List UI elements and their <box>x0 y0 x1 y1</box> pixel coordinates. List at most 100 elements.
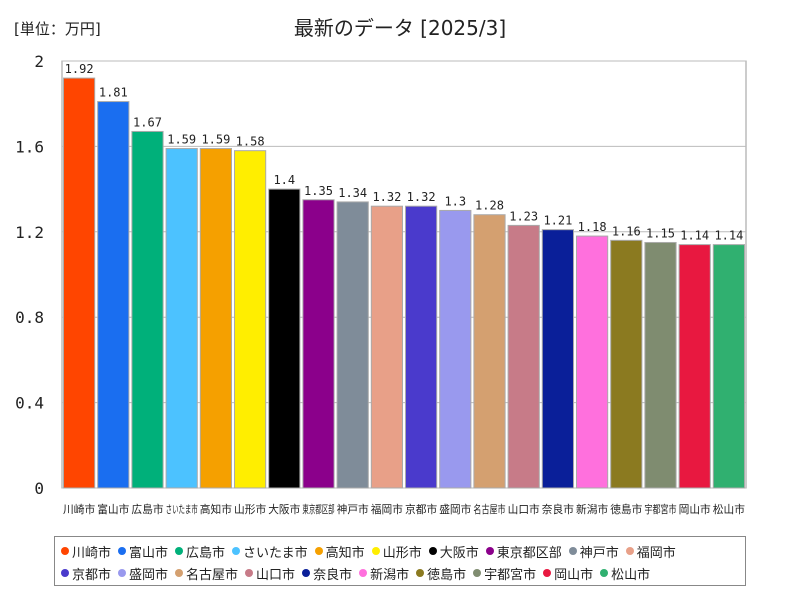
legend-item: 宇都宮市 <box>473 564 537 583</box>
bar <box>336 201 369 489</box>
y-tick-label: 0.4 <box>15 394 44 413</box>
x-tick-label: 松山市 <box>713 502 745 516</box>
x-tick-label: 山形市 <box>234 502 266 516</box>
legend-label: 大阪市 <box>439 545 479 561</box>
unit-label: [単位：万円] <box>14 20 101 38</box>
x-tick-label: 京都市 <box>405 502 437 516</box>
legend-item: 広島市 <box>175 542 225 561</box>
legend-dot-icon <box>625 547 634 555</box>
legend-item: 新潟市 <box>359 564 410 583</box>
bar <box>610 239 643 489</box>
value-label: 1.16 <box>612 224 641 238</box>
legend-item: 山形市 <box>371 542 422 561</box>
legend-dot-icon <box>371 547 380 555</box>
value-label: 1.59 <box>201 133 230 147</box>
bar <box>302 199 335 489</box>
legend-item: 松山市 <box>600 564 651 583</box>
y-tick-label: 0.8 <box>15 308 44 327</box>
value-label: 1.28 <box>475 199 504 213</box>
x-tick-label: 広島市 <box>131 502 163 516</box>
bar <box>405 205 438 489</box>
value-label: 1.32 <box>372 190 401 204</box>
x-tick-label: 新潟市 <box>576 502 608 516</box>
x-tick-label: 大阪市 <box>268 502 300 516</box>
bar <box>199 148 233 489</box>
bar <box>576 235 609 489</box>
legend-item: 岡山市 <box>543 564 593 583</box>
legend-label: 山形市 <box>382 545 422 561</box>
legend-item: 大阪市 <box>428 542 479 561</box>
bar <box>678 244 711 489</box>
legend-label: 富山市 <box>129 545 169 561</box>
chart-title: 最新のデータ [2025/3] <box>293 16 507 40</box>
x-tick-label: 徳島市 <box>610 502 642 516</box>
legend-label: 名古屋市 <box>186 567 239 583</box>
legend-label: 高知市 <box>325 545 365 561</box>
x-tick-label: 東京都区部 <box>302 502 334 516</box>
x-tick-label: 奈良市 <box>542 502 574 516</box>
bar <box>131 130 164 489</box>
x-tick-label: 富山市 <box>97 502 129 516</box>
legend-item: 神戸市 <box>568 542 619 561</box>
legend-label: 徳島市 <box>427 567 467 583</box>
legend-dot-icon <box>61 569 69 577</box>
legend-dot-icon <box>485 547 494 555</box>
x-tick-label: 山口市 <box>508 502 540 516</box>
legend-dot-icon <box>416 569 425 577</box>
x-tick-label: 盛岡市 <box>439 502 471 516</box>
legend-label: 福岡市 <box>636 545 676 561</box>
legend-label: 川崎市 <box>72 545 112 561</box>
bar <box>712 244 745 489</box>
legend-item: 盛岡市 <box>118 564 168 583</box>
legend-label: 京都市 <box>72 567 112 583</box>
bar <box>97 101 130 489</box>
legend-item: 徳島市 <box>416 564 467 583</box>
bar <box>370 205 403 489</box>
chart-legend: 川崎市 富山市 広島市 さいたま市 高知市 山形市 大阪市 東京都区部 神戸市 福岡市京都市 盛岡市… <box>54 536 746 586</box>
x-tick-label: 福岡市 <box>371 502 403 516</box>
legend-item: 奈良市 <box>302 564 353 583</box>
legend-dot-icon <box>314 547 323 555</box>
legend-item: さいたま市 <box>232 542 308 561</box>
value-label: 1.15 <box>646 226 675 240</box>
bar <box>165 148 198 489</box>
value-label: 1.35 <box>304 184 333 198</box>
legend-dot-icon <box>232 547 241 555</box>
legend-label: 神戸市 <box>579 545 619 561</box>
value-label: 1.34 <box>338 186 367 200</box>
legend-dot-icon <box>568 547 577 555</box>
legend-dot-icon <box>118 547 127 555</box>
value-label: 1.14 <box>680 229 709 243</box>
value-label: 1.14 <box>714 229 743 243</box>
legend-label: 新潟市 <box>370 567 410 583</box>
legend-dot-icon <box>61 547 69 555</box>
legend-item: 福岡市 <box>625 542 676 561</box>
legend-label: 奈良市 <box>313 567 353 583</box>
legend-item: 高知市 <box>314 542 365 561</box>
value-label: 1.92 <box>65 62 94 76</box>
legend-label: 宇都宮市 <box>484 567 537 583</box>
bar-chart: 0 0.4 0.8 1.2 1.6 2 1.92 川崎市 1.81 富山市 1.67 広島市 1.59 さ… <box>15 52 747 516</box>
value-label: 1.4 <box>273 173 295 187</box>
value-label: 1.23 <box>509 209 538 223</box>
y-tick-label: 1.2 <box>15 223 44 242</box>
x-tick-label: 名古屋市 <box>473 502 505 516</box>
legend-dot-icon <box>473 569 482 577</box>
x-tick-label: 高知市 <box>200 502 232 516</box>
legend-item: 東京都区部 <box>485 542 562 561</box>
value-label: 1.3 <box>444 194 466 208</box>
y-tick-label: 2 <box>34 52 44 71</box>
y-tick-label: 0 <box>34 479 44 498</box>
legend-item: 川崎市 <box>61 542 112 561</box>
legend-dot-icon <box>600 569 609 577</box>
legend-dot-icon <box>118 569 127 577</box>
value-label: 1.21 <box>543 214 572 228</box>
legend-dot-icon <box>428 547 437 555</box>
x-tick-label: 神戸市 <box>337 502 369 516</box>
value-label: 1.58 <box>236 135 265 149</box>
value-label: 1.59 <box>167 133 196 147</box>
x-tick-label: 宇都宮市 <box>644 502 676 516</box>
legend-label: 松山市 <box>611 567 651 583</box>
y-tick-label: 1.6 <box>15 137 44 156</box>
bar <box>439 209 472 489</box>
